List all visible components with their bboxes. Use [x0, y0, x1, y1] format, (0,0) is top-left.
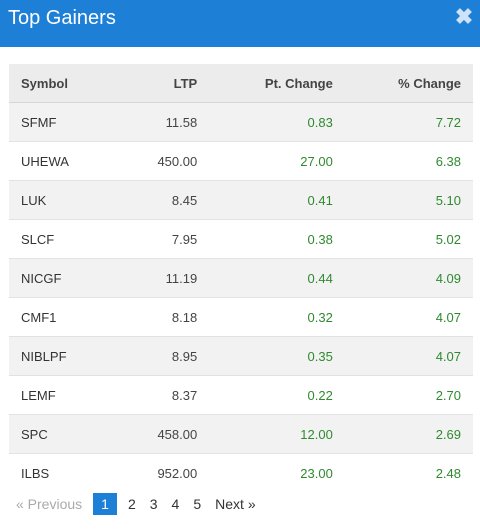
cell-pct-change: 2.48: [344, 453, 473, 492]
cell-ltp: 8.95: [115, 336, 210, 376]
cell-pct-change: 5.02: [344, 219, 473, 259]
cell-ltp: 458.00: [115, 414, 210, 454]
cell-symbol: NIBLPF: [9, 336, 116, 376]
page-button-2[interactable]: 2: [127, 496, 136, 512]
cell-pt-change: 12.00: [209, 414, 345, 454]
table-row: SPC 458.00 12.00 2.69: [9, 414, 473, 454]
cell-pct-change: 4.07: [344, 336, 473, 376]
top-gainers-table: Symbol LTP Pt. Change % Change SFMF 11.5…: [9, 64, 473, 492]
cell-ltp: 11.58: [115, 102, 210, 142]
modal-header: Top Gainers ✖: [0, 0, 480, 47]
table-row: SLCF 7.95 0.38 5.02: [9, 219, 473, 259]
table-row: CMF1 8.18 0.32 4.07: [9, 297, 473, 337]
page-button-4[interactable]: 4: [171, 496, 180, 512]
cell-symbol: NICGF: [9, 258, 116, 298]
page-button-5[interactable]: 5: [193, 496, 202, 512]
cell-ltp: 8.18: [115, 297, 210, 337]
cell-symbol: LUK: [9, 180, 116, 220]
cell-pt-change: 0.41: [209, 180, 345, 220]
table-row: SFMF 11.58 0.83 7.72: [9, 102, 473, 142]
cell-symbol: SFMF: [9, 102, 116, 142]
cell-pct-change: 6.38: [344, 141, 473, 181]
cell-ltp: 7.95: [115, 219, 210, 259]
cell-symbol: ILBS: [9, 453, 116, 492]
cell-symbol: UHEWA: [9, 141, 116, 181]
table-row: NIBLPF 8.95 0.35 4.07: [9, 336, 473, 376]
cell-ltp: 450.00: [115, 141, 210, 181]
page-button-1[interactable]: 1: [93, 493, 117, 515]
column-header-ltp[interactable]: LTP: [115, 64, 210, 103]
page-button-3[interactable]: 3: [149, 496, 158, 512]
table-row: NICGF 11.19 0.44 4.09: [9, 258, 473, 298]
table-row: ILBS 952.00 23.00 2.48: [9, 453, 473, 492]
cell-pct-change: 2.69: [344, 414, 473, 454]
close-icon[interactable]: ✖: [454, 4, 474, 29]
cell-pt-change: 0.35: [209, 336, 345, 376]
table-row: UHEWA 450.00 27.00 6.38: [9, 141, 473, 181]
cell-pt-change: 27.00: [209, 141, 345, 181]
table-row: LEMF 8.37 0.22 2.70: [9, 375, 473, 415]
cell-symbol: LEMF: [9, 375, 116, 415]
column-header-pt-change[interactable]: Pt. Change: [209, 64, 345, 103]
cell-ltp: 952.00: [115, 453, 210, 492]
cell-pct-change: 4.07: [344, 297, 473, 337]
pagination: « Previous 1 2 3 4 5 Next »: [9, 492, 263, 516]
cell-pt-change: 0.22: [209, 375, 345, 415]
table-row: LUK 8.45 0.41 5.10: [9, 180, 473, 220]
modal-title: Top Gainers: [8, 7, 116, 29]
cell-symbol: SPC: [9, 414, 116, 454]
table-header-row: Symbol LTP Pt. Change % Change: [9, 64, 473, 103]
cell-pct-change: 2.70: [344, 375, 473, 415]
cell-ltp: 8.45: [115, 180, 210, 220]
cell-ltp: 11.19: [115, 258, 210, 298]
cell-pt-change: 0.38: [209, 219, 345, 259]
cell-pct-change: 5.10: [344, 180, 473, 220]
next-page-button[interactable]: Next »: [215, 496, 256, 512]
column-header-symbol[interactable]: Symbol: [9, 64, 116, 103]
cell-pct-change: 4.09: [344, 258, 473, 298]
cell-pt-change: 0.32: [209, 297, 345, 337]
cell-pt-change: 23.00: [209, 453, 345, 492]
cell-ltp: 8.37: [115, 375, 210, 415]
previous-page-button[interactable]: « Previous: [16, 496, 83, 512]
cell-pt-change: 0.83: [209, 102, 345, 142]
cell-symbol: CMF1: [9, 297, 116, 337]
cell-symbol: SLCF: [9, 219, 116, 259]
column-header-pct-change[interactable]: % Change: [344, 64, 473, 103]
cell-pct-change: 7.72: [344, 102, 473, 142]
cell-pt-change: 0.44: [209, 258, 345, 298]
